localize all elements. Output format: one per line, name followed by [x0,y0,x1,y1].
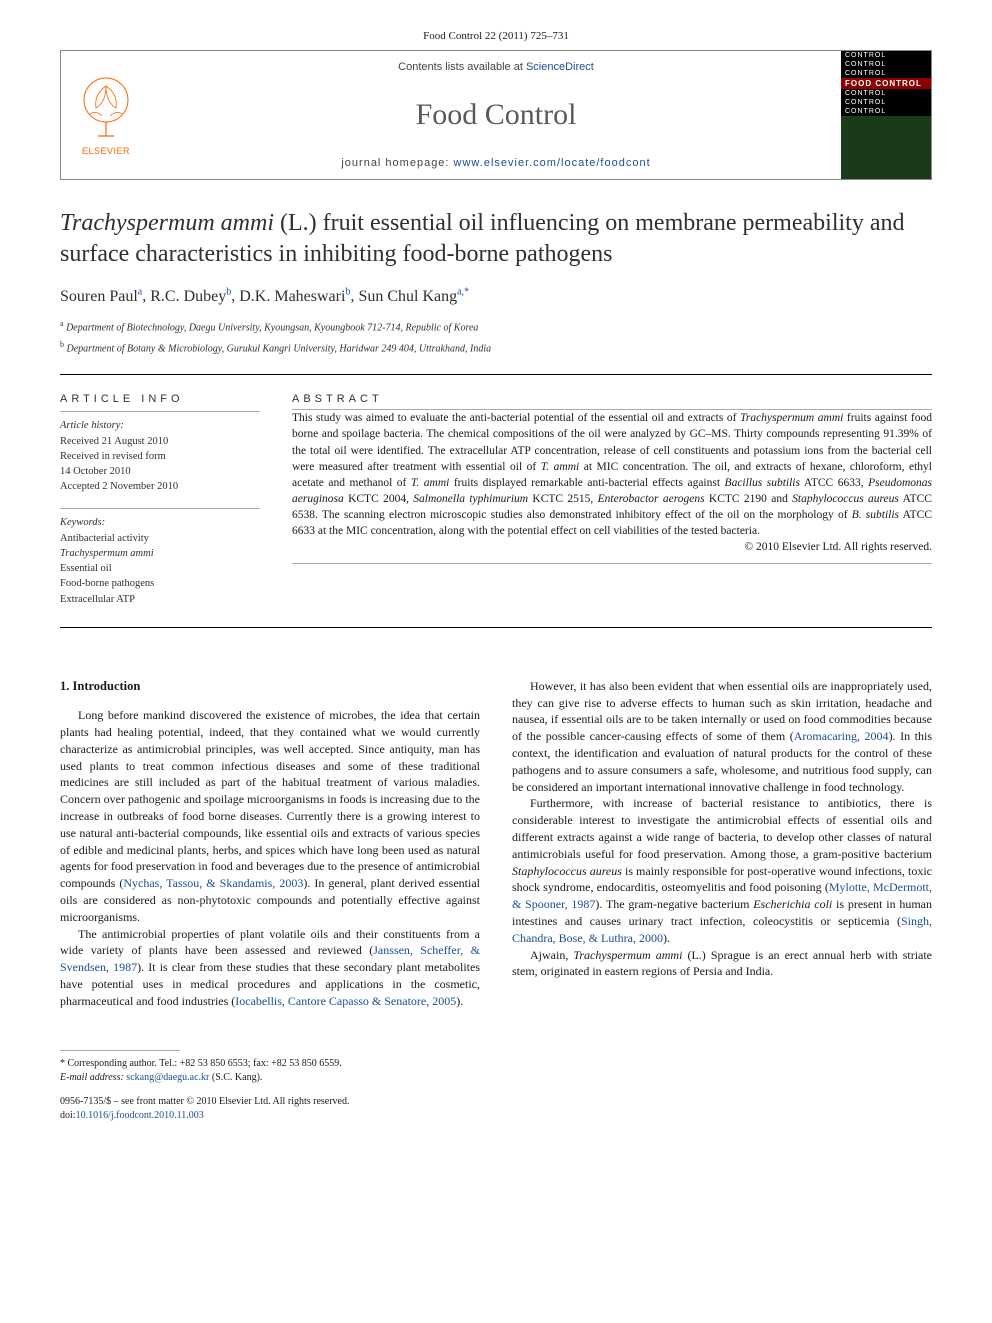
history-line: Received 21 August 2010 [60,434,260,449]
email-link[interactable]: sckang@daegu.ac.kr [126,1072,209,1083]
doi-link[interactable]: 10.1016/j.foodcont.2010.11.003 [76,1110,204,1121]
article-body: 1. Introduction Long before mankind disc… [60,678,932,1010]
keyword: Extracellular ATP [60,592,260,607]
issn-line: 0956-7135/$ – see front matter © 2010 El… [60,1095,932,1109]
title-italic: Trachyspermum ammi [60,210,274,236]
email-label: E-mail address: [60,1072,126,1083]
paragraph: However, it has also been evident that w… [512,678,932,796]
cover-stripe: CONTROL [841,98,931,107]
elsevier-tree-icon [76,74,136,144]
elsevier-logo[interactable]: ELSEVIER [61,51,151,179]
abstract-text: This study was aimed to evaluate the ant… [292,410,932,539]
contents-available-line: Contents lists available at ScienceDirec… [398,61,594,73]
abstract-copyright: © 2010 Elsevier Ltd. All rights reserved… [292,541,932,553]
homepage-prefix: journal homepage: [341,157,453,169]
doi-line: doi:10.1016/j.foodcont.2010.11.003 [60,1109,932,1123]
page-footer: * Corresponding author. Tel.: +82 53 850… [60,1050,932,1123]
author-list: Souren Paula, R.C. Dubeyb, D.K. Maheswar… [60,286,932,305]
sciencedirect-link[interactable]: ScienceDirect [526,61,594,73]
affiliation: a Department of Biotechnology, Daegu Uni… [60,318,932,335]
history-line: Accepted 2 November 2010 [60,479,260,494]
divider [60,411,260,412]
paragraph: The antimicrobial properties of plant vo… [60,926,480,1010]
keyword: Trachyspermum ammi [60,546,260,561]
article-info-label: ARTICLE INFO [60,393,260,405]
journal-cover-thumb[interactable]: CONTROL CONTROL CONTROL FOOD CONTROL CON… [841,51,931,179]
cover-stripe: CONTROL [841,51,931,60]
abstract-col: ABSTRACT This study was aimed to evaluat… [292,393,932,606]
cover-stripe: CONTROL [841,107,931,116]
article-info-col: ARTICLE INFO Article history: Received 2… [60,393,260,606]
email-line: E-mail address: sckang@daegu.ac.kr (S.C.… [60,1071,932,1085]
citation-header: Food Control 22 (2011) 725–731 [60,30,932,42]
section-heading: 1. Introduction [60,678,480,696]
affiliation: b Department of Botany & Microbiology, G… [60,339,932,356]
cover-stripe-food: FOOD CONTROL [841,78,931,89]
divider [60,627,932,628]
elsevier-label: ELSEVIER [82,146,130,156]
corresponding-author: * Corresponding author. Tel.: +82 53 850… [60,1057,932,1071]
citation-link[interactable]: Iocabellis, Cantore Capasso & Senatore, … [235,994,456,1008]
divider [60,508,260,509]
info-abstract-row: ARTICLE INFO Article history: Received 2… [60,393,932,606]
history-line: 14 October 2010 [60,464,260,479]
cover-stripe: CONTROL [841,89,931,98]
divider [292,563,932,564]
cover-stripe: CONTROL [841,69,931,78]
masthead-center: Contents lists available at ScienceDirec… [151,51,841,179]
masthead: ELSEVIER Contents lists available at Sci… [60,50,932,180]
article-title: Trachyspermum ammi (L.) fruit essential … [60,208,932,270]
keywords-label: Keywords: [60,515,260,530]
cover-stripe: CONTROL [841,60,931,69]
journal-name: Food Control [416,98,577,132]
citation-link[interactable]: Nychas, Tassou, & Skandamis, 2003 [123,876,303,890]
author[interactable]: Souren Paula [60,288,142,305]
paragraph: Ajwain, Trachyspermum ammi (L.) Sprague … [512,947,932,981]
journal-homepage-line: journal homepage: www.elsevier.com/locat… [341,157,650,169]
paragraph: Long before mankind discovered the exist… [60,707,480,925]
email-tail: (S.C. Kang). [209,1072,262,1083]
author[interactable]: Sun Chul Kanga,* [358,288,469,305]
keywords-block: Keywords: Antibacterial activity Trachys… [60,515,260,606]
citation-link[interactable]: Aromacaring, 2004 [794,729,889,743]
author[interactable]: R.C. Dubeyb [150,288,231,305]
history-line: Received in revised form [60,449,260,464]
paragraph: Furthermore, with increase of bacterial … [512,795,932,946]
doi-label: doi: [60,1110,76,1121]
keyword: Antibacterial activity [60,531,260,546]
author[interactable]: D.K. Maheswarib [239,288,350,305]
contents-prefix: Contents lists available at [398,61,526,73]
divider [60,374,932,375]
abstract-label: ABSTRACT [292,393,932,405]
cover-fill [841,116,931,179]
homepage-link[interactable]: www.elsevier.com/locate/foodcont [454,157,651,169]
keyword: Food-borne pathogens [60,576,260,591]
keyword: Essential oil [60,561,260,576]
footnote-rule [60,1050,180,1051]
history-label: Article history: [60,418,260,433]
article-history: Article history: Received 21 August 2010… [60,418,260,494]
